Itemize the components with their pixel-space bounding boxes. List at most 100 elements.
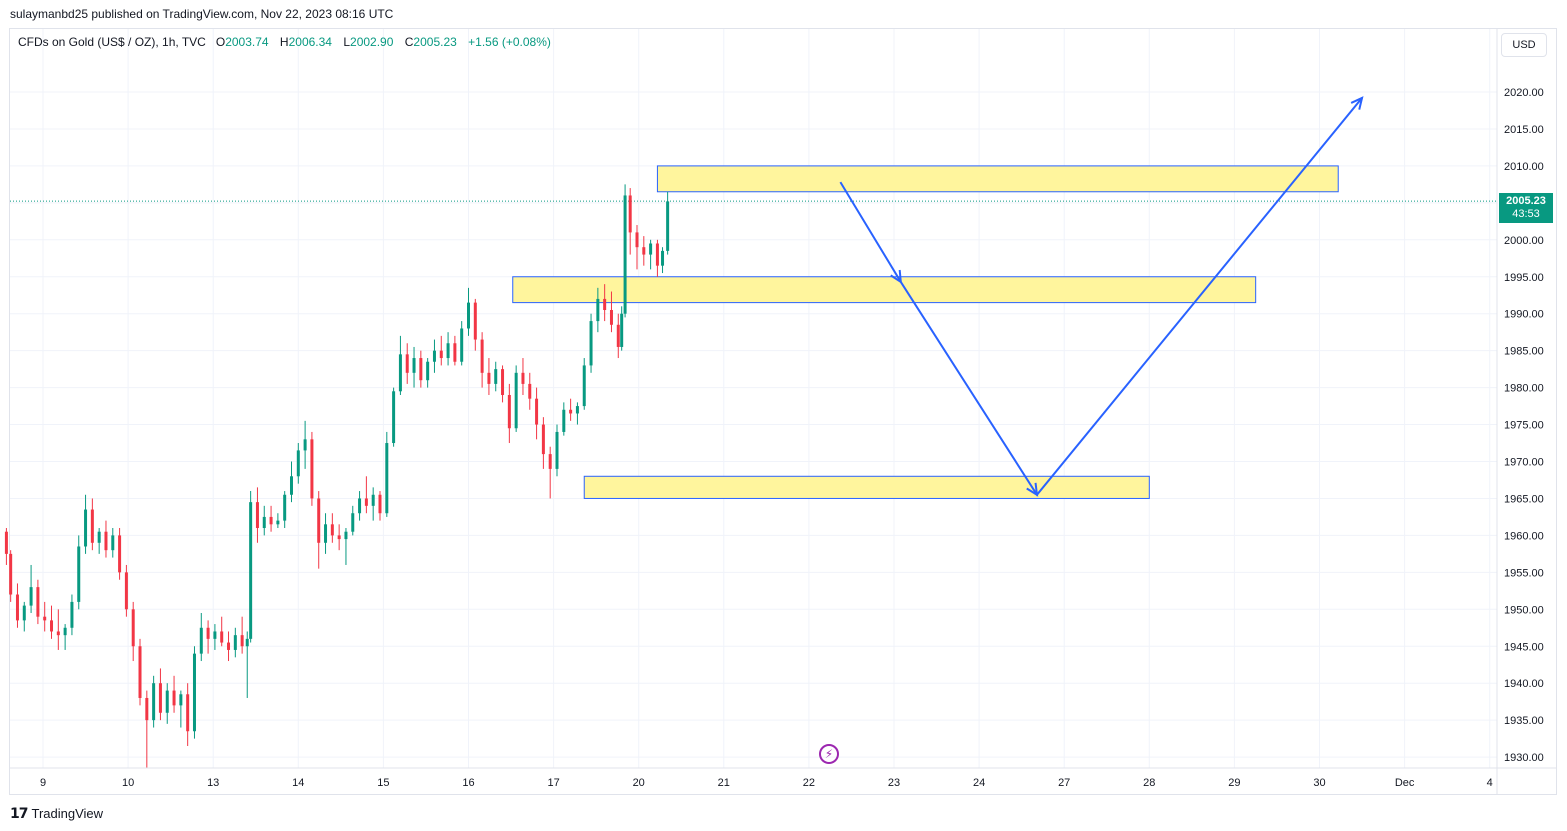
x-tick-label: 27 [1058,777,1070,789]
candle-body [535,398,539,425]
x-tick-label: 29 [1228,777,1240,789]
candle-body [90,509,94,543]
x-tick-label: 16 [462,777,474,789]
projection-arrowhead [890,269,902,284]
candle-body [324,524,328,543]
candle-body [623,195,627,314]
candle-body [172,690,176,706]
candle-body [453,343,457,362]
candle-body [104,531,108,551]
candle-body [84,509,88,547]
candle-body [596,298,600,322]
open-label: O [215,35,226,49]
candle-body [337,535,341,540]
candle-body [77,546,81,602]
y-tick-label: 1945.00 [1504,641,1544,653]
projection-path [839,97,1363,497]
candle-body [446,343,450,359]
candle-body [186,694,190,732]
close-label: C [404,35,414,49]
y-tick-label: 1955.00 [1504,567,1544,579]
candle-body [213,631,217,639]
candle-body [412,358,416,373]
candle-body [419,358,423,381]
y-tick-label: 1985.00 [1504,346,1544,358]
y-tick-label: 1970.00 [1504,457,1544,469]
x-tick-label: 15 [377,777,389,789]
publisher-line: sulaymanbd25 published on TradingView.co… [10,7,394,21]
candle-body [303,439,307,451]
candle-body [555,431,559,469]
candle-body [405,354,409,373]
candle-body [97,531,101,543]
candle-body [473,302,477,340]
candle-body [514,372,518,429]
last-price-value: 2005.23 [1506,195,1546,207]
lightning-icon[interactable]: ⚡ [819,744,839,764]
candle-body [9,553,13,595]
candle-body [227,642,231,650]
candle-body [487,372,491,384]
y-tick-label: 1935.00 [1504,715,1544,727]
y-tick-label: 1930.00 [1504,752,1544,764]
projection-arrowhead [1026,482,1039,497]
candle-body [4,531,8,554]
candle-body [124,572,128,610]
candle-body [15,594,19,621]
candle-body [649,243,653,255]
candle-body [240,635,244,647]
candle-body [541,424,545,455]
candle-body [480,339,484,373]
candle-body [192,653,196,732]
candle-body [50,620,54,632]
candle-body [501,369,505,395]
candle-body [56,631,60,636]
candle-body [179,694,183,706]
candle-body [426,361,430,381]
candle-body [158,683,162,713]
x-tick-label: 4 [1487,777,1493,789]
supply-demand-zone [583,475,1150,499]
x-tick-label: 24 [973,777,985,789]
candle-body [378,494,382,514]
x-tick-label: 22 [803,777,815,789]
candle-body [165,690,169,713]
tradingview-logo-icon: 𝟭𝟳 [10,805,29,821]
candle-body [392,391,396,444]
candle-body [494,369,498,384]
candle-body [245,638,249,647]
candle-body [199,627,203,654]
candle-body [206,627,210,639]
candle-body [620,313,624,347]
symbol-legend: CFDs on Gold (US$ / OZ), 1h, TVC O2003.7… [18,35,551,49]
candle-body [364,498,368,506]
low-label: L [343,35,351,49]
candle-body [371,494,375,506]
candle-body [521,372,525,384]
x-tick-label: 17 [547,777,559,789]
symbol-name: CFDs on Gold (US$ / OZ), 1h, TVC [18,35,206,49]
candle-body [439,350,443,359]
candle-body [351,513,355,532]
high-label: H [279,35,289,49]
axis-layer: 2020.002015.002010.002005.002000.001995.… [10,29,1557,795]
bar-countdown: 43:53 [1512,208,1540,220]
candle-body [233,635,237,650]
candle-body [22,605,26,621]
y-tick-label: 1990.00 [1504,309,1544,321]
y-tick-label: 1975.00 [1504,420,1544,432]
y-tick-label: 2020.00 [1504,87,1544,99]
y-tick-label: 2015.00 [1504,124,1544,136]
candle-body [603,298,607,311]
candle-body [330,524,334,536]
candle-layer [4,184,670,769]
candle-body [29,587,33,606]
x-tick-label: 13 [207,777,219,789]
footer: 𝟭𝟳 TradingView [10,805,103,822]
candle-body [289,476,293,495]
candle-body [36,587,40,617]
currency-button[interactable]: USD [1501,33,1547,57]
candle-body [70,601,74,628]
candle-body [642,247,646,255]
